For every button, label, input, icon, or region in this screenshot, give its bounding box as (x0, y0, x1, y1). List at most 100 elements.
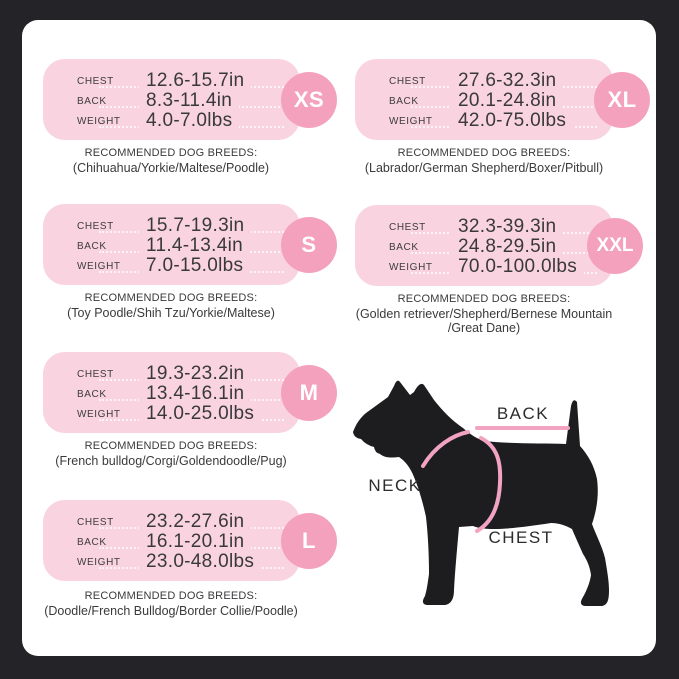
chest-value: 15.7-19.3in (139, 215, 252, 237)
back-value: 20.1-24.8in (451, 90, 564, 112)
back-row: BACK 8.3-11.4in (43, 90, 300, 112)
size-card-m: CHEST 19.3-23.2in BACK 13.4-16.1in WEIGH… (43, 352, 337, 433)
chest-row: CHEST 27.6-32.3in (355, 70, 613, 92)
content-panel: CHEST 12.6-15.7in BACK 8.3-11.4in WEIGHT… (22, 20, 656, 656)
weight-value: 23.0-48.0lbs (139, 551, 262, 573)
chest-label: CHEST (77, 75, 114, 87)
chest-row: CHEST 32.3-39.3in (355, 216, 613, 238)
back-value: 11.4-13.4in (139, 235, 250, 257)
back-label: BACK (77, 240, 107, 252)
weight-value: 14.0-25.0lbs (139, 403, 262, 425)
chest-value: 32.3-39.3in (451, 216, 564, 238)
size-badge-xl: XL (594, 71, 650, 128)
recommended-heading: RECOMMENDED DOG BREEDS: (84, 292, 258, 304)
back-row: BACK 11.4-13.4in (43, 235, 300, 257)
value-cell: 16.1-20.1in (139, 531, 252, 553)
breed-list: (Chihuahua/Yorkie/Maltese/Poodle) (72, 161, 270, 175)
breed-list: (Doodle/French Bulldog/Border Collie/Poo… (44, 604, 298, 618)
back-row: BACK 13.4-16.1in (43, 383, 300, 405)
breeds-xs: RECOMMENDED DOG BREEDS: (Chihuahua/Yorki… (13, 147, 329, 175)
chest-label: CHEST (389, 75, 426, 87)
weight-value: 7.0-15.0lbs (139, 255, 251, 277)
breeds-xl: RECOMMENDED DOG BREEDS: (Labrador/German… (326, 147, 642, 175)
value-cell: 24.8-29.5in (451, 236, 564, 258)
breeds-s: RECOMMENDED DOG BREEDS: (Toy Poodle/Shih… (13, 292, 329, 320)
value-cell: 4.0-7.0lbs (139, 110, 240, 132)
size-card-l: CHEST 23.2-27.6in BACK 16.1-20.1in WEIGH… (43, 500, 337, 581)
back-label: BACK (77, 388, 107, 400)
size-badge-m: M (281, 364, 337, 421)
chest-label: CHEST (77, 220, 114, 232)
chest-row: CHEST 23.2-27.6in (43, 511, 300, 533)
back-label: BACK (389, 95, 419, 107)
weight-row: WEIGHT 23.0-48.0lbs (43, 551, 300, 573)
weight-value: 70.0-100.0lbs (451, 256, 585, 278)
size-badge-s: S (281, 216, 337, 273)
chest-value: 27.6-32.3in (451, 70, 564, 92)
chest-strap-line (475, 436, 503, 533)
value-cell: 70.0-100.0lbs (451, 256, 585, 278)
diagram-chest-label: CHEST (488, 528, 554, 547)
value-cell: 23.2-27.6in (139, 511, 252, 533)
chest-row: CHEST 12.6-15.7in (43, 70, 300, 92)
chest-label: CHEST (77, 516, 114, 528)
weight-value: 4.0-7.0lbs (139, 110, 240, 132)
size-card-xs: CHEST 12.6-15.7in BACK 8.3-11.4in WEIGHT… (43, 59, 337, 140)
recommended-heading: RECOMMENDED DOG BREEDS: (397, 147, 571, 159)
chest-value: 19.3-23.2in (139, 363, 252, 385)
weight-label: WEIGHT (77, 556, 121, 568)
weight-row: WEIGHT 42.0-75.0lbs (355, 110, 613, 132)
back-value: 13.4-16.1in (139, 383, 252, 405)
recommended-heading: RECOMMENDED DOG BREEDS: (84, 440, 258, 452)
back-value: 24.8-29.5in (451, 236, 564, 258)
recommended-heading: RECOMMENDED DOG BREEDS: (84, 147, 258, 159)
chest-row: CHEST 19.3-23.2in (43, 363, 300, 385)
back-value: 16.1-20.1in (139, 531, 252, 553)
size-badge-xxl: XXL (587, 217, 643, 274)
breeds-xxl: RECOMMENDED DOG BREEDS: (Golden retrieve… (326, 293, 642, 335)
chest-label: CHEST (389, 221, 426, 233)
chest-row: CHEST 15.7-19.3in (43, 215, 300, 237)
value-cell: 42.0-75.0lbs (451, 110, 574, 132)
back-value: 8.3-11.4in (139, 90, 240, 112)
weight-row: WEIGHT 4.0-7.0lbs (43, 110, 300, 132)
value-cell: 11.4-13.4in (139, 235, 250, 257)
breeds-m: RECOMMENDED DOG BREEDS: (French bulldog/… (13, 440, 329, 468)
chest-label: CHEST (77, 368, 114, 380)
back-row: BACK 16.1-20.1in (43, 531, 300, 553)
breed-list: (French bulldog/Corgi/Goldendoodle/Pug) (55, 454, 287, 468)
weight-label: WEIGHT (77, 408, 121, 420)
value-cell: 20.1-24.8in (451, 90, 564, 112)
value-cell: 7.0-15.0lbs (139, 255, 251, 277)
weight-value: 42.0-75.0lbs (451, 110, 574, 132)
value-cell: 12.6-15.7in (139, 70, 252, 92)
diagram-back-label: BACK (496, 404, 550, 423)
size-card-xl: CHEST 27.6-32.3in BACK 20.1-24.8in WEIGH… (355, 59, 650, 140)
breeds-l: RECOMMENDED DOG BREEDS: (Doodle/French B… (13, 590, 329, 618)
back-row: BACK 20.1-24.8in (355, 90, 613, 112)
size-card-xxl: CHEST 32.3-39.3in BACK 24.8-29.5in WEIGH… (355, 205, 643, 286)
dog-diagram-svg (353, 380, 609, 606)
diagram-neck-label: NECK (368, 476, 422, 495)
recommended-heading: RECOMMENDED DOG BREEDS: (84, 590, 258, 602)
size-card-s: CHEST 15.7-19.3in BACK 11.4-13.4in WEIGH… (43, 204, 337, 285)
back-label: BACK (389, 241, 419, 253)
dog-silhouette (353, 380, 609, 606)
breed-list: (Golden retriever/Shepherd/Bernese Mount… (355, 307, 613, 321)
breed-list: /Great Dane) (447, 321, 521, 335)
size-badge-xs: XS (281, 71, 337, 128)
chest-value: 12.6-15.7in (139, 70, 252, 92)
value-cell: 13.4-16.1in (139, 383, 252, 405)
value-cell: 32.3-39.3in (451, 216, 564, 238)
neck-strap-line (421, 430, 470, 468)
weight-label: WEIGHT (389, 115, 433, 127)
back-label: BACK (77, 95, 107, 107)
weight-row: WEIGHT 7.0-15.0lbs (43, 255, 300, 277)
value-cell: 27.6-32.3in (451, 70, 564, 92)
breed-list: (Toy Poodle/Shih Tzu/Yorkie/Maltese) (67, 306, 275, 320)
chest-value: 23.2-27.6in (139, 511, 252, 533)
weight-label: WEIGHT (77, 260, 121, 272)
weight-label: WEIGHT (77, 115, 121, 127)
weight-label: WEIGHT (389, 261, 433, 273)
